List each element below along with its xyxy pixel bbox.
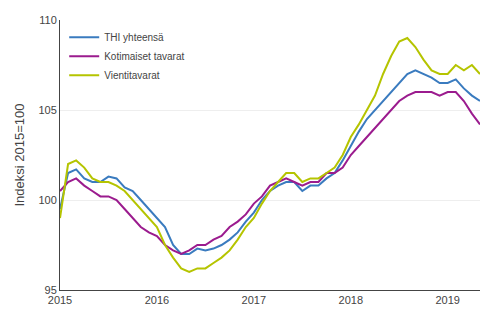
svg-text:2015: 2015 xyxy=(48,294,72,306)
svg-text:THI yhteensä: THI yhteensä xyxy=(104,32,164,43)
svg-text:105: 105 xyxy=(38,104,56,116)
svg-text:2016: 2016 xyxy=(145,294,169,306)
svg-text:Vientitavarat: Vientitavarat xyxy=(104,70,160,81)
svg-text:2019: 2019 xyxy=(435,294,459,306)
svg-text:2017: 2017 xyxy=(242,294,266,306)
svg-text:110: 110 xyxy=(39,14,57,26)
svg-text:2018: 2018 xyxy=(339,294,363,306)
svg-text:Kotimaiset tavarat: Kotimaiset tavarat xyxy=(104,51,184,62)
svg-text:Indeksi 2015=100: Indeksi 2015=100 xyxy=(12,103,27,206)
svg-text:100: 100 xyxy=(38,194,56,206)
svg-text:95: 95 xyxy=(45,284,57,296)
